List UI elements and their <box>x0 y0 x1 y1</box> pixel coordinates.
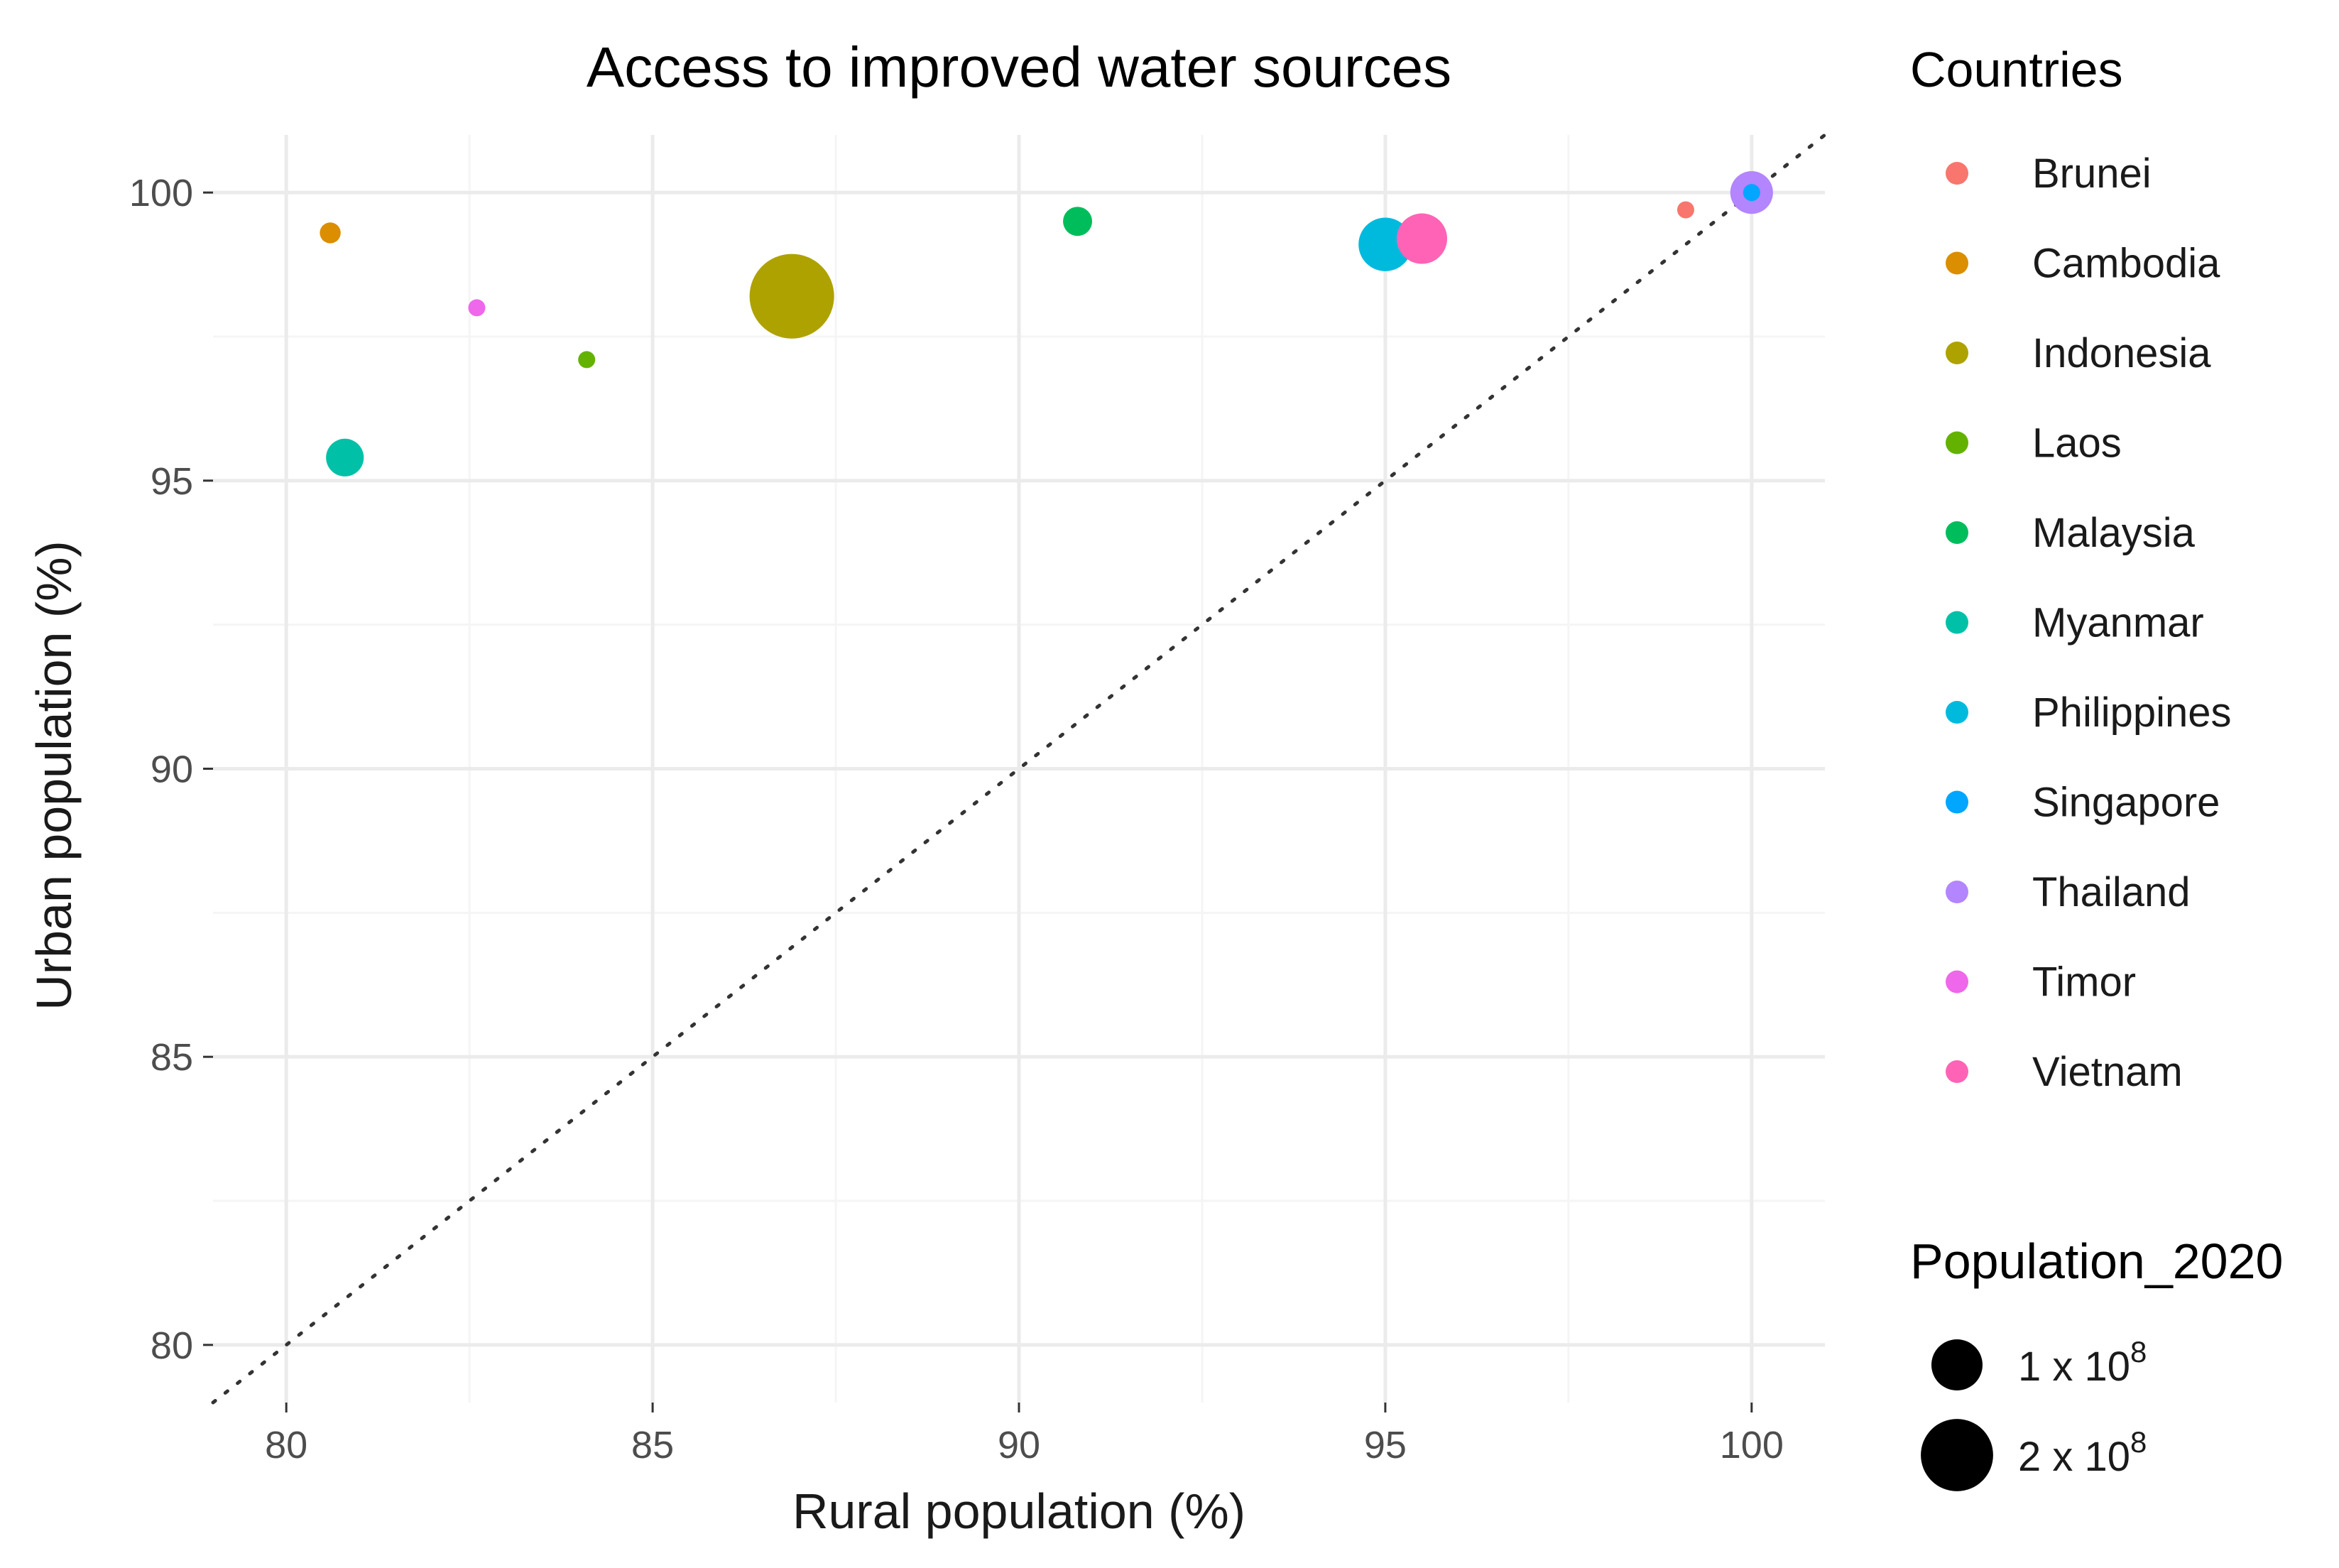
y-tick-label: 95 <box>151 460 193 503</box>
legend-key-malaysia <box>1946 521 1968 544</box>
y-tick-label: 90 <box>151 748 193 791</box>
legend-label-singapore: Singapore <box>2032 780 2220 826</box>
y-tick-label: 100 <box>129 172 193 214</box>
legend-key-cambodia <box>1946 251 1968 275</box>
size-legend-label: 2 x 108 <box>2018 1425 2147 1480</box>
size-legend-exponent: 8 <box>2130 1335 2147 1368</box>
data-points <box>320 171 1773 477</box>
axes: 80 85 90 95 100 80 85 90 95 100 <box>129 172 1784 1466</box>
legend-key-vietnam <box>1946 1060 1968 1083</box>
x-tick-label: 90 <box>998 1424 1040 1466</box>
legend-label-vietnam: Vietnam <box>2032 1049 2183 1095</box>
size-legend-exponent: 8 <box>2130 1425 2147 1459</box>
legend-key-thailand <box>1946 881 1968 903</box>
data-point-cambodia <box>320 222 341 244</box>
x-tick-label: 95 <box>1364 1424 1407 1466</box>
legend-key-singapore <box>1946 790 1968 814</box>
data-point-vietnam <box>1396 213 1448 264</box>
legend-label-cambodia: Cambodia <box>2032 241 2220 287</box>
y-axis-label: Urban population (%) <box>26 540 82 1010</box>
y-tick-label: 80 <box>151 1324 193 1367</box>
y-tick-label: 85 <box>151 1036 193 1079</box>
x-tick-label: 80 <box>265 1424 307 1466</box>
grid-lines <box>213 135 1825 1403</box>
x-axis-label: Rural population (%) <box>792 1483 1245 1539</box>
data-point-timor <box>468 299 486 317</box>
legend-key-timor <box>1946 970 1968 993</box>
legend-label-timor: Timor <box>2032 959 2136 1006</box>
legend-key-laos <box>1946 431 1968 454</box>
legend-label-philippines: Philippines <box>2032 690 2232 736</box>
size-legend-label: 1 x 108 <box>2018 1335 2147 1390</box>
chart-title: Access to improved water sources <box>587 36 1451 99</box>
size-legend-key <box>1931 1339 1983 1390</box>
legend-label-laos: Laos <box>2032 420 2122 467</box>
color-legend-title: Countries <box>1910 42 2123 97</box>
data-point-indonesia <box>749 254 834 339</box>
x-tick-label: 100 <box>1720 1424 1784 1466</box>
size-legend-title: Population_2020 <box>1910 1234 2283 1289</box>
data-point-laos <box>578 351 596 369</box>
legend-key-brunei <box>1946 162 1968 185</box>
size-legend-base: 1 x 10 <box>2018 1344 2130 1390</box>
legend-key-myanmar <box>1946 611 1968 634</box>
size-legend-base: 2 x 10 <box>2018 1434 2130 1480</box>
data-point-myanmar <box>326 438 364 477</box>
legend-label-myanmar: Myanmar <box>2032 600 2204 646</box>
legend: Countries Population_2020 Brunei Cambodia… <box>1910 42 2283 1491</box>
legend-label-thailand: Thailand <box>2032 869 2190 915</box>
x-tick-label: 85 <box>631 1424 674 1466</box>
data-point-brunei <box>1676 201 1694 219</box>
legend-label-indonesia: Indonesia <box>2032 330 2211 376</box>
legend-label-brunei: Brunei <box>2032 151 2152 197</box>
legend-label-malaysia: Malaysia <box>2032 510 2196 556</box>
legend-key-indonesia <box>1946 342 1968 364</box>
data-point-singapore <box>1743 184 1760 202</box>
size-legend-key <box>1921 1419 1993 1491</box>
legend-key-philippines <box>1946 701 1968 724</box>
data-point-malaysia <box>1063 207 1093 236</box>
